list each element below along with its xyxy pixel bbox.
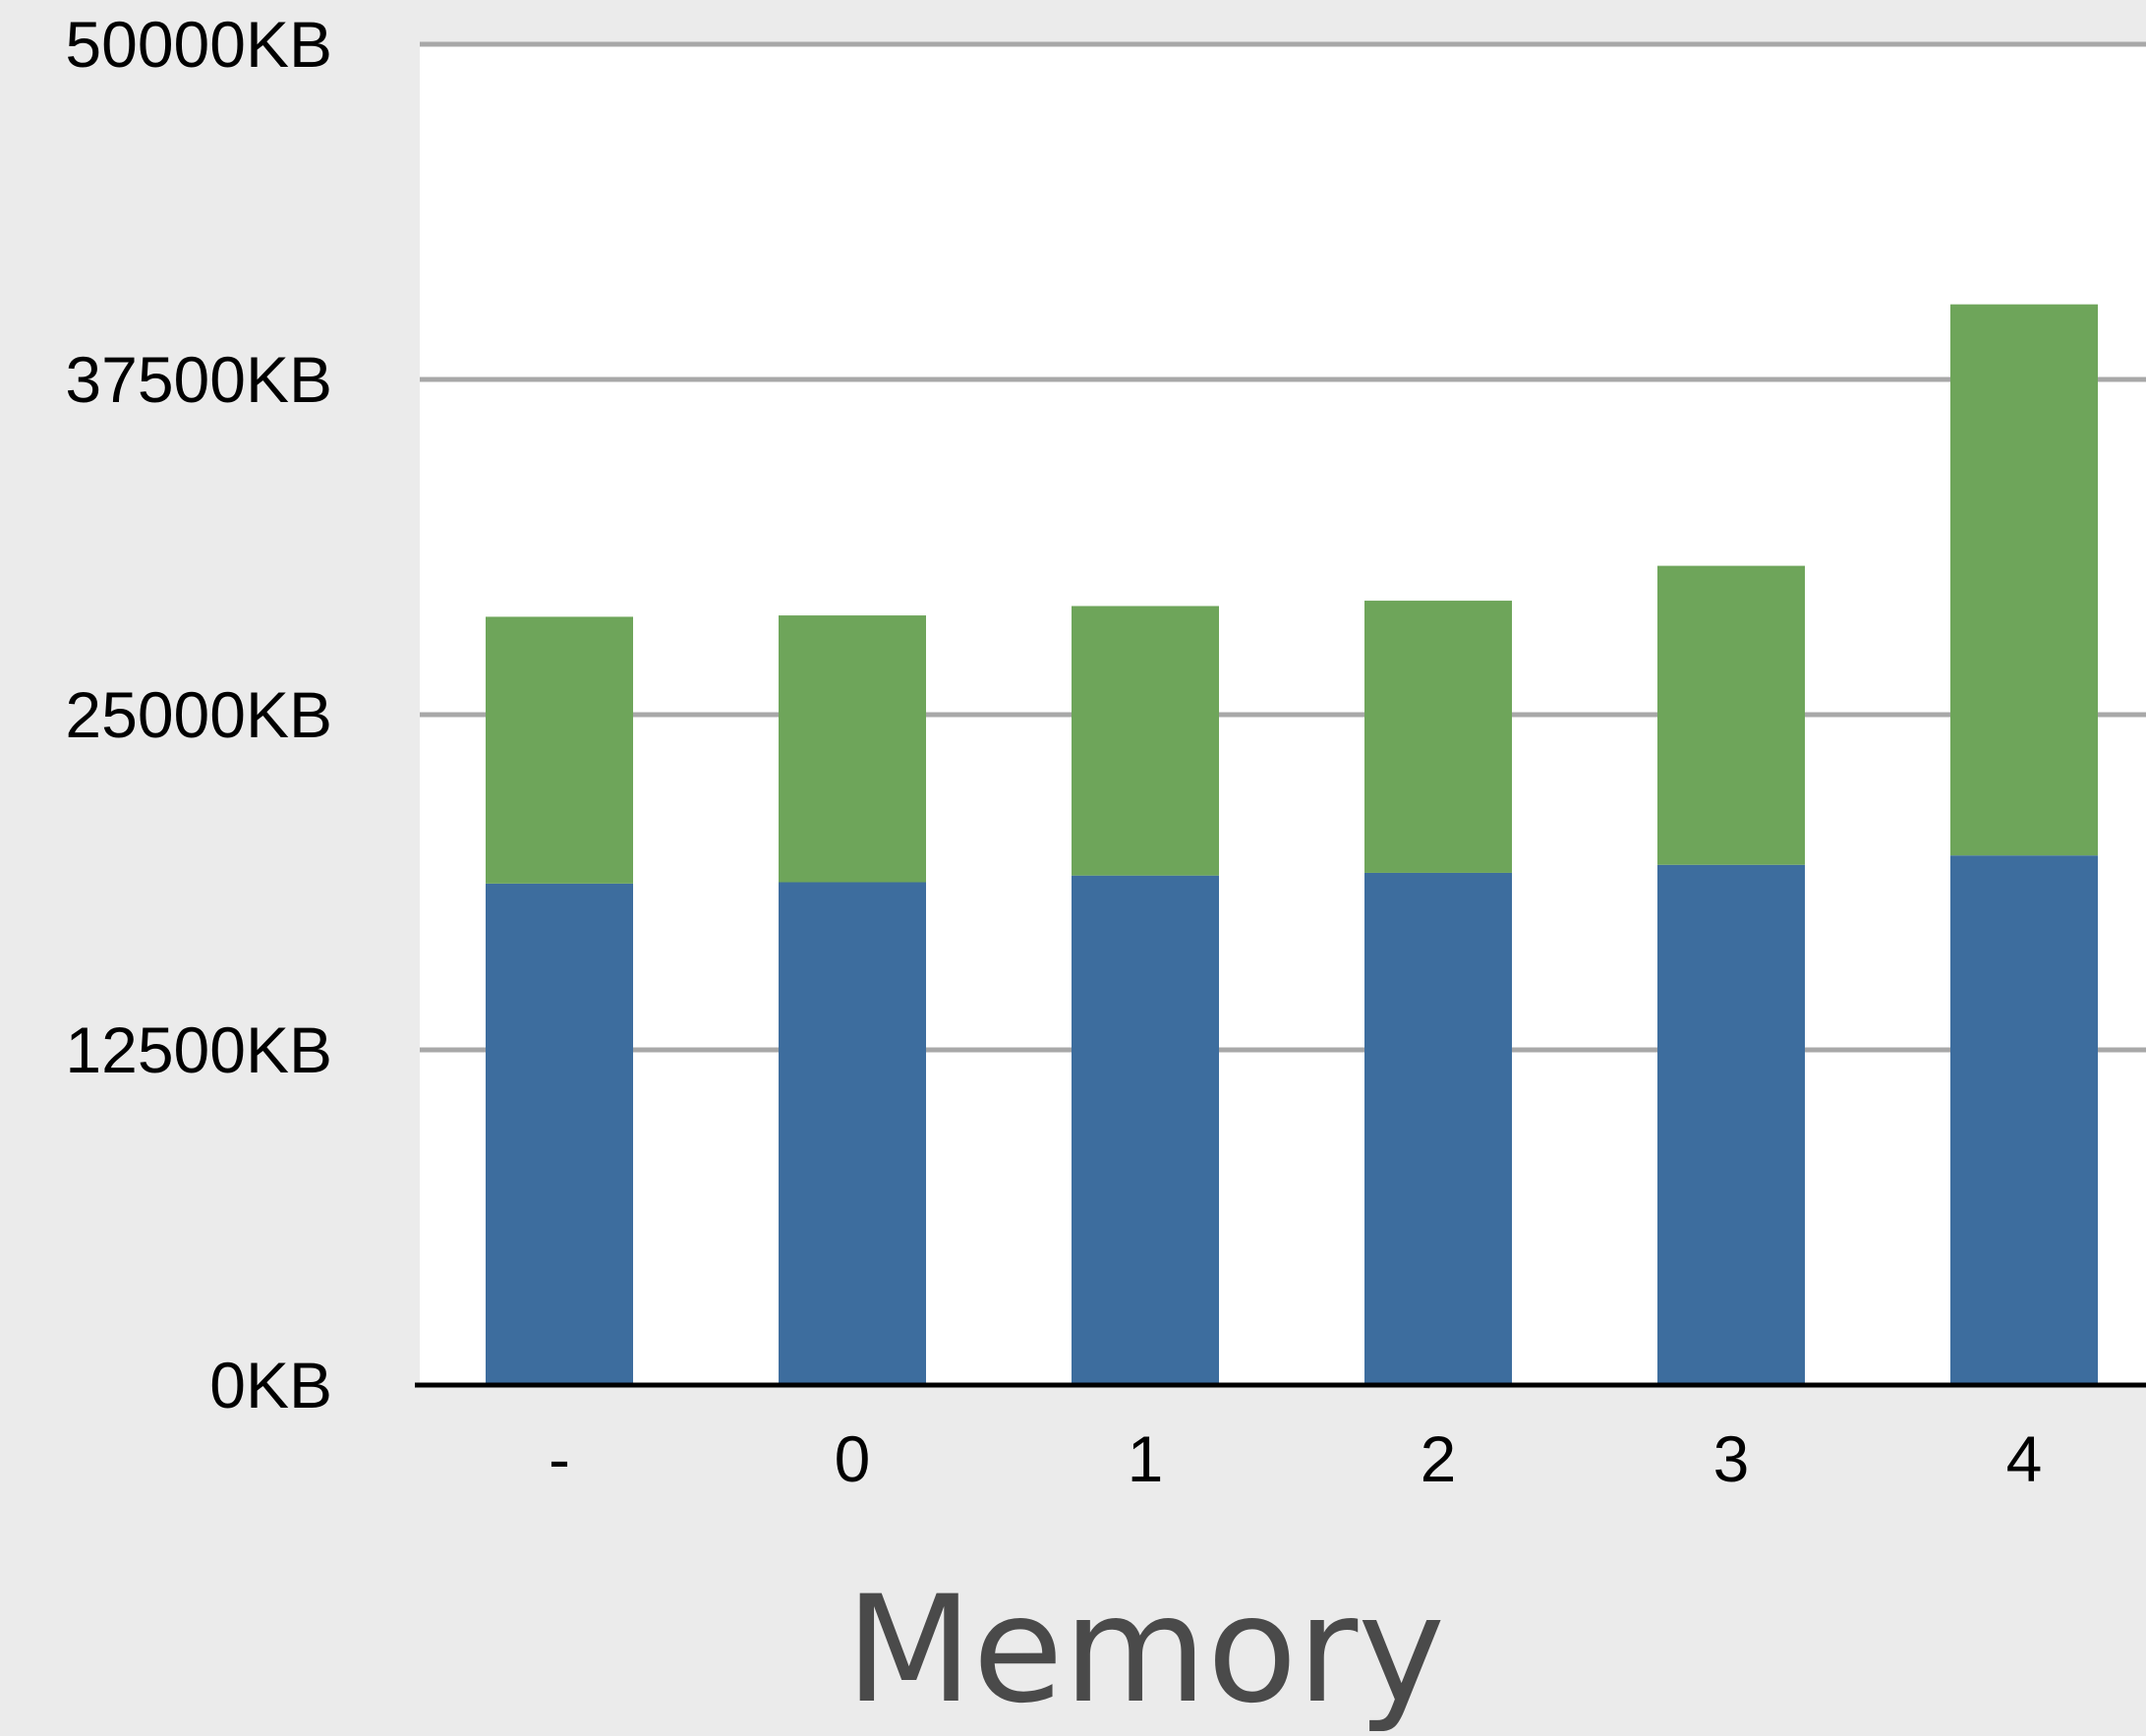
bars xyxy=(486,304,2098,1385)
bar-segment-series-1 xyxy=(1072,606,1219,876)
bar-segment-series-0 xyxy=(1364,872,1512,1385)
y-tick-labels: 0KB 12500KB 25000KB 37500KB 50000KB xyxy=(65,8,332,1421)
x-tick-label: - xyxy=(549,1422,570,1495)
bar-segment-series-0 xyxy=(486,883,633,1385)
bar-segment-series-0 xyxy=(1657,864,1805,1385)
x-tick-label: 1 xyxy=(1128,1422,1164,1495)
y-tick-label: 37500KB xyxy=(65,343,332,416)
x-axis-label: Memory xyxy=(845,1565,1445,1731)
gridlines xyxy=(420,41,2146,1053)
x-tick-label: 3 xyxy=(1713,1422,1750,1495)
y-tick-label: 25000KB xyxy=(65,678,332,751)
x-tick-label: 0 xyxy=(835,1422,871,1495)
y-tick-label: 0KB xyxy=(209,1349,332,1421)
bar-segment-series-1 xyxy=(1950,304,2098,856)
bar-segment-series-1 xyxy=(1364,601,1512,873)
bar-segment-series-1 xyxy=(779,615,926,883)
x-tick-label: 4 xyxy=(2006,1422,2043,1495)
x-tick-label: 2 xyxy=(1421,1422,1457,1495)
bar-segment-series-0 xyxy=(1072,875,1219,1385)
y-tick-label: 50000KB xyxy=(65,8,332,81)
bar-segment-series-0 xyxy=(779,882,926,1385)
bar-segment-series-1 xyxy=(1657,565,1805,865)
y-tick-label: 12500KB xyxy=(65,1013,332,1086)
bar-segment-series-1 xyxy=(486,616,633,884)
bar-segment-series-0 xyxy=(1950,855,2098,1385)
x-tick-labels: - 0 1 2 3 4 xyxy=(549,1422,2042,1495)
